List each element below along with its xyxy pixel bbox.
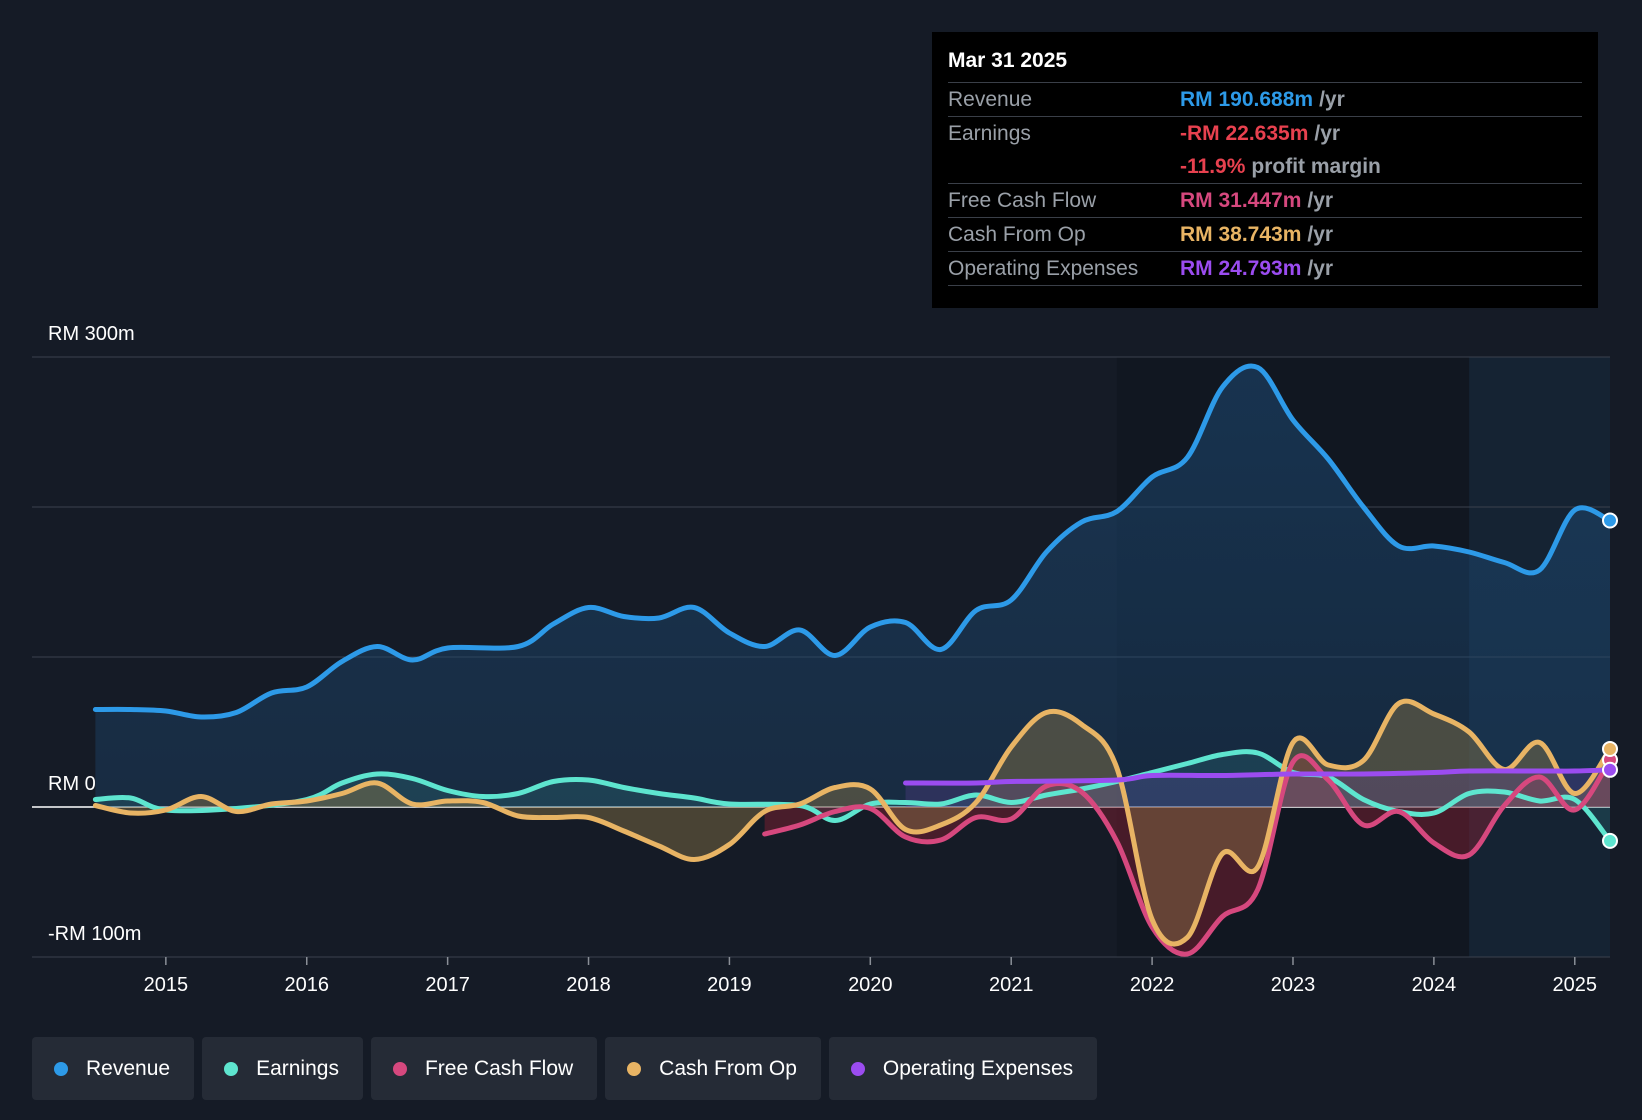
series-line-revenue <box>92 363 1613 720</box>
legend-item-revenue[interactable]: Revenue <box>32 1037 195 1100</box>
tooltip-value: RM 38.743m <box>1180 223 1302 246</box>
series-line-free-cash-flow <box>762 753 1613 957</box>
series-line-operating-expenses <box>903 767 1613 786</box>
dot-icon <box>224 1061 239 1076</box>
endpoint-marker-cash-from-op <box>1602 740 1618 757</box>
tooltip-row-revenue: Revenue RM 190.688m /yr <box>948 83 1582 117</box>
tooltip-unit: /yr <box>1319 88 1345 111</box>
legend-label: Revenue <box>86 1056 171 1080</box>
legend-label: Operating Expenses <box>882 1056 1074 1080</box>
x-tick-label: 2016 <box>284 974 329 996</box>
tooltip-value: -11.9% <box>1180 155 1246 178</box>
tooltip-unit: /yr <box>1307 189 1334 212</box>
x-tick-label: 2020 <box>848 974 893 996</box>
tooltip-panel: Mar 31 2025 Revenue RM 190.688m /yr Earn… <box>932 32 1598 308</box>
tooltip-label <box>948 150 1180 183</box>
tooltip-row-earnings: Earnings -RM 22.635m /yr <box>948 117 1582 150</box>
y-top-label: RM 300m <box>48 323 135 345</box>
x-tick-label: 2019 <box>707 974 752 996</box>
legend-label: Earnings <box>256 1056 339 1080</box>
tooltip-unit: /yr <box>1307 223 1334 246</box>
tooltip-label: Cash From Op <box>948 223 1086 246</box>
tooltip-unit: /yr <box>1314 122 1341 145</box>
y-bottom-label: -RM 100m <box>48 923 141 945</box>
area-free-cash-flow <box>764 755 1610 955</box>
x-tick-label: 2024 <box>1412 974 1457 996</box>
tooltip-value: RM 24.793m <box>1180 257 1302 280</box>
tooltip-unit: /yr <box>1307 257 1334 280</box>
x-tick-label: 2023 <box>1271 974 1316 996</box>
x-tick-label: 2017 <box>425 974 470 996</box>
area-operating-expenses <box>905 769 1610 807</box>
x-tick-label: 2021 <box>989 974 1034 996</box>
tooltip-value: -RM 22.635m <box>1180 122 1309 145</box>
y-zero-label: RM 0 <box>48 773 96 795</box>
area-revenue <box>95 365 1611 807</box>
tooltip-label: Revenue <box>948 88 1033 111</box>
endpoint-marker-earnings <box>1602 832 1618 849</box>
tooltip-label: Operating Expenses <box>948 257 1139 280</box>
endpoint-marker-revenue <box>1602 512 1618 529</box>
legend-item-cash-from-op[interactable]: Cash From Op <box>605 1037 821 1100</box>
legend-item-earnings[interactable]: Earnings <box>202 1037 363 1100</box>
x-tick-label: 2025 <box>1553 974 1598 996</box>
tooltip-value: RM 190.688m <box>1180 88 1314 111</box>
dot-icon <box>392 1061 407 1076</box>
tooltip-label: Free Cash Flow <box>948 189 1097 212</box>
tooltip-label: Earnings <box>948 122 1031 145</box>
x-tick-label: 2015 <box>144 974 189 996</box>
tooltip-row-cfo: Cash From Op RM 38.743m /yr <box>948 218 1582 252</box>
dot-icon <box>54 1061 68 1076</box>
legend-item-operating-expenses[interactable]: Operating Expenses <box>828 1037 1098 1100</box>
endpoint-marker-operating-expenses <box>1602 761 1618 778</box>
tooltip-unit: profit margin <box>1251 155 1381 178</box>
tooltip-value: RM 31.447m <box>1180 189 1302 212</box>
dot-icon <box>850 1061 865 1076</box>
tooltip-row-opex: Operating Expenses RM 24.793m /yr <box>948 252 1582 286</box>
series-line-earnings <box>92 749 1613 844</box>
tooltip-date: Mar 31 2025 <box>948 46 1582 83</box>
legend-item-free-cash-flow[interactable]: Free Cash Flow <box>370 1037 598 1100</box>
tooltip-row-fcf: Free Cash Flow RM 31.447m /yr <box>948 184 1582 218</box>
x-tick-label: 2022 <box>1130 974 1175 996</box>
series-line-cash-from-op <box>92 698 1613 947</box>
legend-label: Free Cash Flow <box>424 1056 574 1080</box>
dot-icon <box>627 1061 642 1076</box>
x-tick-label: 2018 <box>566 974 611 996</box>
legend-label: Cash From Op <box>659 1056 797 1080</box>
legend: Revenue Earnings Free Cash Flow Cash Fro… <box>32 1037 1098 1100</box>
tooltip-row-margin: -11.9% profit margin <box>948 150 1582 184</box>
